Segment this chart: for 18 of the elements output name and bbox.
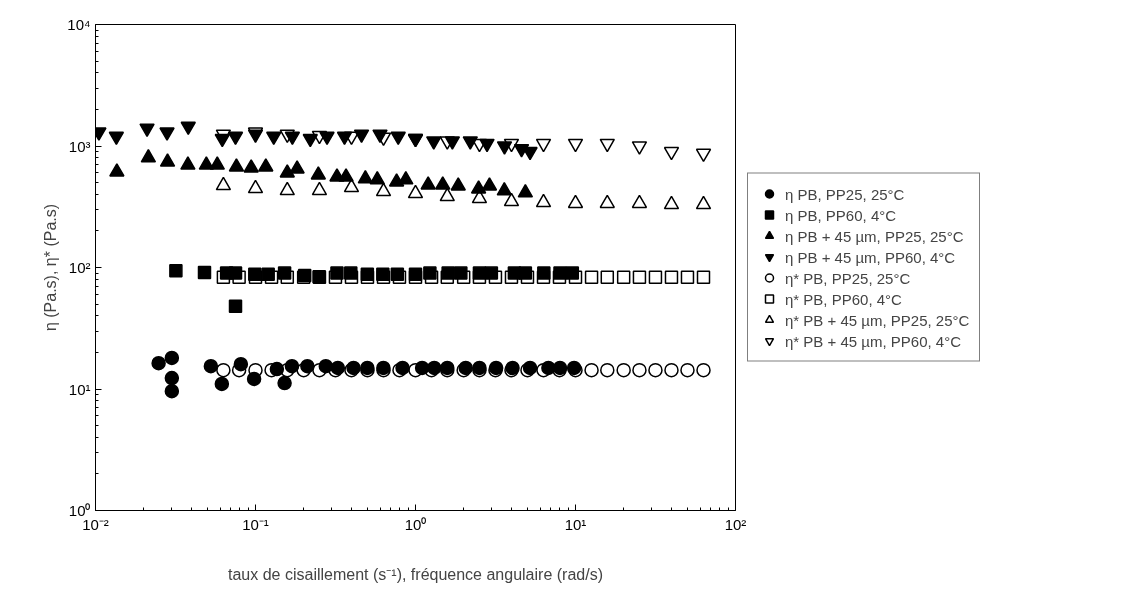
- y-axis-title: η (Pa.s), η* (Pa.s): [42, 203, 60, 332]
- y-tick-label: 10⁴: [67, 16, 91, 33]
- legend-label: η* PB, PP25, 25°C: [785, 268, 911, 287]
- y-tick-label: 10²: [68, 259, 91, 276]
- x-tick-label: 10¹: [564, 515, 587, 533]
- y-tick-label: 10¹: [68, 380, 91, 398]
- x-tick-label: 10⁻¹: [242, 515, 269, 533]
- legend-label: η PB + 45 µm, PP25, 25°C: [785, 226, 964, 245]
- y-tick-label: 10³: [68, 137, 91, 155]
- legend-label: η* PB, PP60, 4°C: [785, 289, 902, 308]
- legend-label: η PB, PP25, 25°C: [785, 184, 905, 203]
- x-tick-label: 10²: [724, 515, 747, 533]
- legend-label: η PB + 45 µm, PP60, 4°C: [785, 247, 956, 266]
- x-tick-label: 10⁰: [404, 515, 427, 533]
- legend-label: η PB, PP60, 4°C: [785, 205, 897, 224]
- x-axis-title: taux de cisaillement (s⁻¹), fréquence angulaire (rad/s): [228, 565, 603, 583]
- legend-label: η* PB + 45 µm, PP60, 4°C: [785, 331, 961, 350]
- legend-label: η* PB + 45 µm, PP25, 25°C: [785, 310, 970, 329]
